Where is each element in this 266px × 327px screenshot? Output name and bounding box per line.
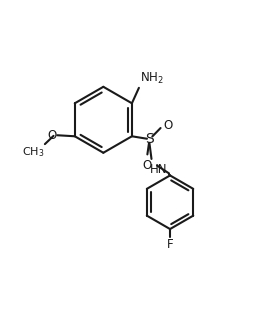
Text: S: S bbox=[145, 132, 154, 146]
Text: F: F bbox=[167, 238, 173, 251]
Text: HN: HN bbox=[149, 163, 167, 176]
Text: CH$_3$: CH$_3$ bbox=[22, 145, 44, 159]
Text: O: O bbox=[163, 119, 172, 132]
Text: NH$_2$: NH$_2$ bbox=[140, 71, 164, 86]
Text: O: O bbox=[47, 129, 57, 142]
Text: O: O bbox=[142, 159, 151, 172]
